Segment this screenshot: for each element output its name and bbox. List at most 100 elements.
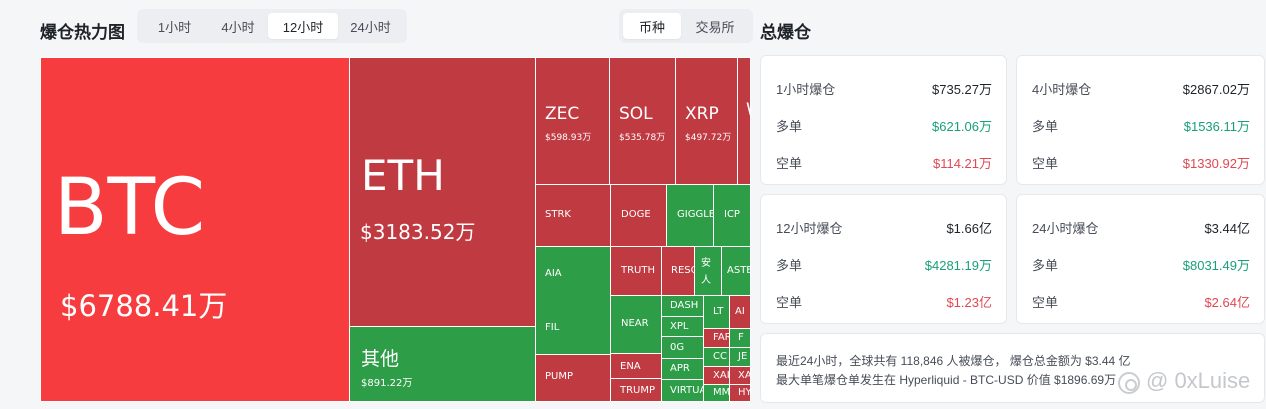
total-row: 24小时爆仓 $3.44亿 bbox=[1032, 218, 1250, 237]
tile-symbol: TRUMP bbox=[620, 385, 656, 396]
card-total: $1.66亿 bbox=[946, 221, 992, 236]
tile-an[interactable]: 安人 bbox=[694, 246, 722, 296]
watermark-logo-icon bbox=[1118, 372, 1140, 394]
card-label: 4小时爆仓 bbox=[1032, 82, 1092, 97]
tile-far[interactable]: FAR bbox=[703, 328, 730, 348]
tile-resolv[interactable]: RESOLV bbox=[661, 246, 695, 296]
tile-symbol: XPL bbox=[670, 321, 689, 332]
tile-symbol: ETH bbox=[361, 151, 445, 200]
tile-xa[interactable]: XA bbox=[729, 366, 751, 385]
tile-value: $891.22万 bbox=[361, 378, 413, 389]
tile-truth[interactable]: TRUTH bbox=[610, 246, 662, 296]
tile-virtual[interactable]: VIRTUAL bbox=[661, 379, 704, 402]
tile-symbol: MM bbox=[713, 387, 730, 398]
tile-icp[interactable]: ICP bbox=[713, 184, 751, 247]
tile-symbol: STRK bbox=[545, 209, 571, 220]
card-total: $2867.02万 bbox=[1182, 82, 1250, 97]
tab-12h[interactable]: 12小时 bbox=[268, 13, 338, 39]
note-line-2: 最大单笔爆仓单发生在 Hyperliquid - BTC-USD 价值 $189… bbox=[776, 373, 1117, 387]
tile-f[interactable]: F bbox=[729, 328, 751, 348]
tile-doge[interactable]: DOGE bbox=[610, 184, 667, 247]
card-label: 12小时爆仓 bbox=[776, 221, 843, 236]
tile-symbol: ENA bbox=[620, 361, 641, 372]
tile-symbol: 其他 bbox=[361, 348, 400, 370]
tile-symbol: W bbox=[746, 100, 750, 120]
long-label: 多单 bbox=[776, 258, 803, 273]
total-row: 12小时爆仓 $1.66亿 bbox=[776, 218, 992, 237]
tile-apr[interactable]: APR bbox=[661, 358, 704, 380]
tile-symbol: AI bbox=[735, 306, 745, 317]
tile-symbol: XAI bbox=[713, 370, 730, 381]
time-range-tabs: 1小时 4小时 12小时 24小时 bbox=[137, 9, 407, 43]
tile-0g[interactable]: 0G bbox=[661, 336, 704, 359]
tile-symbol: XA bbox=[738, 370, 751, 381]
tile-value: $3183.52万 bbox=[360, 220, 476, 244]
tile-symbol: HY bbox=[738, 387, 751, 398]
tile-ai[interactable]: AI bbox=[729, 295, 751, 329]
card-label: 24小时爆仓 bbox=[1032, 221, 1099, 236]
tile-pump[interactable]: PUMP bbox=[535, 354, 611, 402]
tile-giggle[interactable]: GIGGLE bbox=[666, 184, 714, 247]
tile-trump[interactable]: TRUMP bbox=[610, 378, 662, 402]
tile-symbol: TRUTH bbox=[621, 265, 656, 276]
tile-symbol: BTC bbox=[54, 163, 206, 253]
summary-card-12h: 12小时爆仓 $1.66亿 多单 $4281.19万 空单 $1.23亿 bbox=[760, 194, 1007, 324]
tile-near[interactable]: NEAR bbox=[610, 295, 662, 354]
tab-24h[interactable]: 24小时 bbox=[350, 19, 391, 35]
short-row: 空单 $1330.92万 bbox=[1032, 153, 1250, 172]
tile-lt[interactable]: LT bbox=[703, 295, 730, 329]
tile-symbol: SOL bbox=[619, 104, 653, 124]
tile-je[interactable]: JE bbox=[729, 347, 751, 367]
tile-value: $497.72万 bbox=[685, 133, 732, 143]
tile-other[interactable]: 其他 $891.22万 bbox=[349, 326, 536, 402]
total-row: 4小时爆仓 $2867.02万 bbox=[1032, 79, 1250, 98]
tab-1h[interactable]: 1小时 bbox=[157, 19, 192, 35]
liquidation-treemap: BTC $6788.41万 ETH $3183.52万 其他 $891.22万 … bbox=[40, 57, 751, 402]
tile-symbol: NEAR bbox=[621, 318, 649, 329]
tile-symbol: LT bbox=[713, 306, 724, 317]
tile-zec[interactable]: ZEC $598.93万 bbox=[535, 57, 610, 185]
tile-cc[interactable]: CC bbox=[703, 347, 730, 367]
tile-symbol: JE bbox=[738, 351, 748, 362]
tile-hy[interactable]: HY bbox=[729, 384, 751, 402]
note-line-1: 最近24小时，全球共有 118,846 人被爆仓， 爆仓总金额为 $3.44 亿 bbox=[776, 354, 1131, 368]
tile-symbol: ZEC bbox=[545, 104, 580, 124]
tile-symbol: F bbox=[738, 332, 744, 343]
tile-symbol: AIA bbox=[545, 268, 562, 279]
tile-aster[interactable]: ASTER bbox=[721, 246, 751, 296]
tile-xai[interactable]: XAI bbox=[703, 366, 730, 385]
long-row: 多单 $8031.49万 bbox=[1032, 255, 1250, 274]
tab-by-exchange[interactable]: 交易所 bbox=[695, 19, 735, 35]
tile-btc[interactable]: BTC $6788.41万 bbox=[40, 57, 350, 402]
tab-by-coin[interactable]: 币种 bbox=[623, 13, 681, 39]
tile-aia[interactable]: AIA FIL bbox=[535, 246, 611, 355]
tile-w[interactable]: W bbox=[737, 57, 751, 185]
tile-symbol: 0G bbox=[670, 342, 685, 353]
tile-symbol: FAR bbox=[713, 332, 730, 343]
tile-dash[interactable]: DASH bbox=[661, 295, 704, 317]
tab-4h[interactable]: 4小时 bbox=[221, 19, 255, 35]
tile-mm[interactable]: MM bbox=[703, 384, 730, 402]
watermark: @ 0xLuise bbox=[1146, 368, 1251, 393]
tile-sol[interactable]: SOL $535.78万 bbox=[609, 57, 676, 185]
short-row: 空单 $2.64亿 bbox=[1032, 292, 1250, 311]
tile-xpl[interactable]: XPL bbox=[661, 316, 704, 337]
short-label: 空单 bbox=[776, 295, 803, 310]
tile-symbol: ICP bbox=[724, 209, 740, 220]
tile-symbol: DASH bbox=[670, 300, 699, 311]
short-label: 空单 bbox=[1032, 156, 1059, 171]
tile-ena[interactable]: ENA bbox=[610, 353, 662, 379]
short-row: 空单 $114.21万 bbox=[776, 153, 992, 172]
tile-symbol: DOGE bbox=[621, 209, 651, 220]
tile-strk[interactable]: STRK bbox=[535, 184, 611, 247]
short-value: $114.21万 bbox=[932, 156, 992, 171]
long-label: 多单 bbox=[1032, 258, 1059, 273]
tile-eth[interactable]: ETH $3183.52万 bbox=[349, 57, 536, 327]
short-label: 空单 bbox=[1032, 295, 1059, 310]
long-value: $1536.11万 bbox=[1183, 119, 1250, 134]
summary-card-1h: 1小时爆仓 $735.27万 多单 $621.06万 空单 $114.21万 bbox=[760, 55, 1007, 185]
tile-xrp[interactable]: XRP $497.72万 bbox=[675, 57, 738, 185]
tile-symbol: VIRTUAL bbox=[670, 385, 703, 396]
short-label: 空单 bbox=[776, 156, 803, 171]
heatmap-title: 爆仓热力图 bbox=[40, 23, 125, 42]
